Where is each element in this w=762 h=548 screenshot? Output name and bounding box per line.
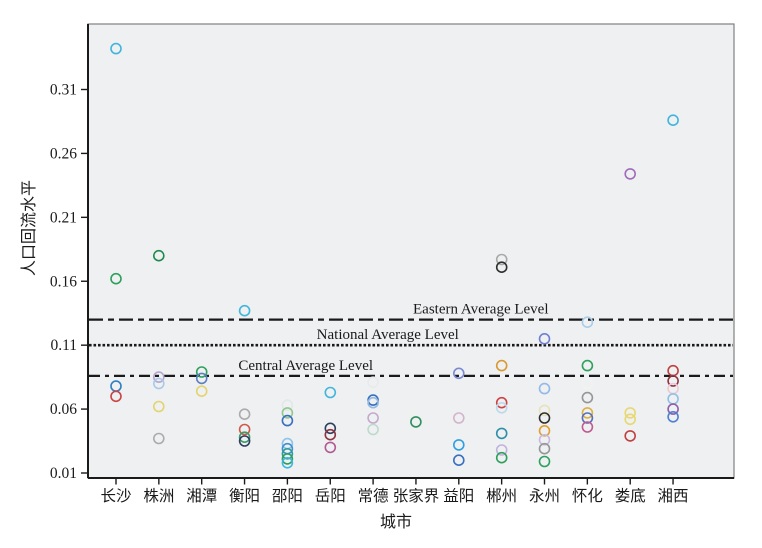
data-point bbox=[324, 422, 337, 435]
y-tick-label: 0.31 bbox=[50, 82, 77, 99]
data-point bbox=[281, 453, 294, 465]
plot-area bbox=[87, 23, 735, 479]
data-point bbox=[581, 407, 594, 419]
data-point bbox=[495, 444, 508, 456]
y-tick-label: 0.01 bbox=[50, 465, 77, 482]
x-tick-label: 怀化 bbox=[572, 487, 603, 505]
reference-line-label-1: National Average Level bbox=[317, 327, 459, 343]
data-point bbox=[538, 442, 551, 455]
reference-line-label-0: Eastern Average Level bbox=[413, 302, 548, 318]
data-point bbox=[281, 399, 294, 412]
x-tick-label: 常德 bbox=[358, 487, 389, 505]
data-point bbox=[495, 427, 508, 440]
data-point bbox=[495, 359, 508, 372]
data-point bbox=[538, 433, 551, 446]
x-tick-label: 长沙 bbox=[100, 487, 131, 505]
data-point bbox=[538, 455, 551, 468]
data-point bbox=[667, 403, 679, 415]
data-point bbox=[153, 249, 165, 262]
data-point bbox=[538, 412, 551, 424]
x-tick-label: 湘潭 bbox=[186, 487, 217, 505]
data-point bbox=[367, 376, 379, 389]
x-tick-label: 湘西 bbox=[658, 487, 689, 505]
data-point bbox=[581, 359, 594, 372]
data-point bbox=[495, 401, 508, 414]
data-point bbox=[238, 304, 251, 317]
data-point bbox=[624, 407, 637, 419]
y-tick-label: 0.26 bbox=[50, 145, 77, 162]
data-point bbox=[538, 382, 551, 395]
data-point bbox=[238, 423, 251, 436]
x-tick-label: 张家界 bbox=[393, 487, 440, 505]
data-point bbox=[452, 412, 465, 424]
x-tick-label: 娄底 bbox=[615, 487, 646, 505]
data-point bbox=[495, 451, 508, 464]
x-tick-label: 邵阳 bbox=[272, 487, 303, 505]
data-point bbox=[195, 372, 208, 385]
data-point bbox=[667, 114, 679, 126]
data-point bbox=[452, 367, 465, 380]
data-point bbox=[410, 408, 422, 421]
data-point bbox=[495, 396, 508, 409]
y-axis-title: 人口回流水平 bbox=[21, 179, 38, 277]
data-point bbox=[410, 416, 422, 428]
x-tick-label: 郴州 bbox=[486, 487, 517, 505]
data-point bbox=[110, 272, 122, 285]
data-point bbox=[581, 316, 594, 329]
data-point bbox=[624, 413, 637, 426]
data-point bbox=[538, 424, 551, 437]
data-point bbox=[367, 412, 379, 424]
data-point bbox=[324, 386, 337, 399]
data-point bbox=[238, 435, 251, 447]
data-point bbox=[110, 390, 122, 403]
data-point bbox=[281, 407, 294, 419]
x-tick-label: 益阳 bbox=[443, 487, 474, 505]
x-tick-label: 衡阳 bbox=[229, 487, 260, 505]
data-point bbox=[324, 441, 337, 454]
data-point bbox=[195, 366, 208, 378]
data-point bbox=[495, 253, 508, 266]
data-point bbox=[195, 385, 208, 398]
data-point bbox=[581, 377, 594, 390]
data-point bbox=[238, 431, 251, 444]
data-point bbox=[153, 371, 165, 383]
data-point bbox=[538, 332, 551, 345]
x-tick-label: 株洲 bbox=[143, 487, 174, 505]
data-point bbox=[581, 391, 594, 404]
data-point bbox=[667, 375, 679, 387]
data-point bbox=[153, 432, 165, 445]
y-tick-label: 0.11 bbox=[50, 337, 77, 354]
y-tick-label: 0.16 bbox=[50, 273, 77, 290]
data-point bbox=[110, 42, 122, 55]
data-point bbox=[324, 428, 337, 441]
data-point bbox=[581, 421, 594, 433]
data-point bbox=[281, 447, 294, 460]
data-point bbox=[624, 430, 637, 442]
data-point bbox=[153, 400, 165, 413]
data-point bbox=[452, 439, 465, 451]
data-point bbox=[538, 404, 551, 417]
x-axis-title: 城市 bbox=[379, 514, 413, 531]
data-point bbox=[667, 410, 679, 423]
data-point bbox=[452, 454, 465, 467]
data-point bbox=[153, 377, 165, 390]
y-tick-label: 0.21 bbox=[50, 209, 77, 226]
data-point bbox=[281, 456, 294, 469]
x-tick-label: 永州 bbox=[529, 487, 560, 505]
y-tick-label: 0.06 bbox=[50, 401, 77, 418]
data-point bbox=[238, 408, 251, 421]
data-point bbox=[581, 412, 594, 424]
data-point bbox=[367, 396, 379, 409]
data-point bbox=[281, 414, 294, 427]
x-tick-label: 岳阳 bbox=[315, 487, 346, 505]
data-point bbox=[624, 168, 637, 180]
data-point bbox=[367, 423, 379, 436]
reference-line-label-2: Central Average Level bbox=[238, 358, 373, 374]
data-point bbox=[495, 261, 508, 274]
